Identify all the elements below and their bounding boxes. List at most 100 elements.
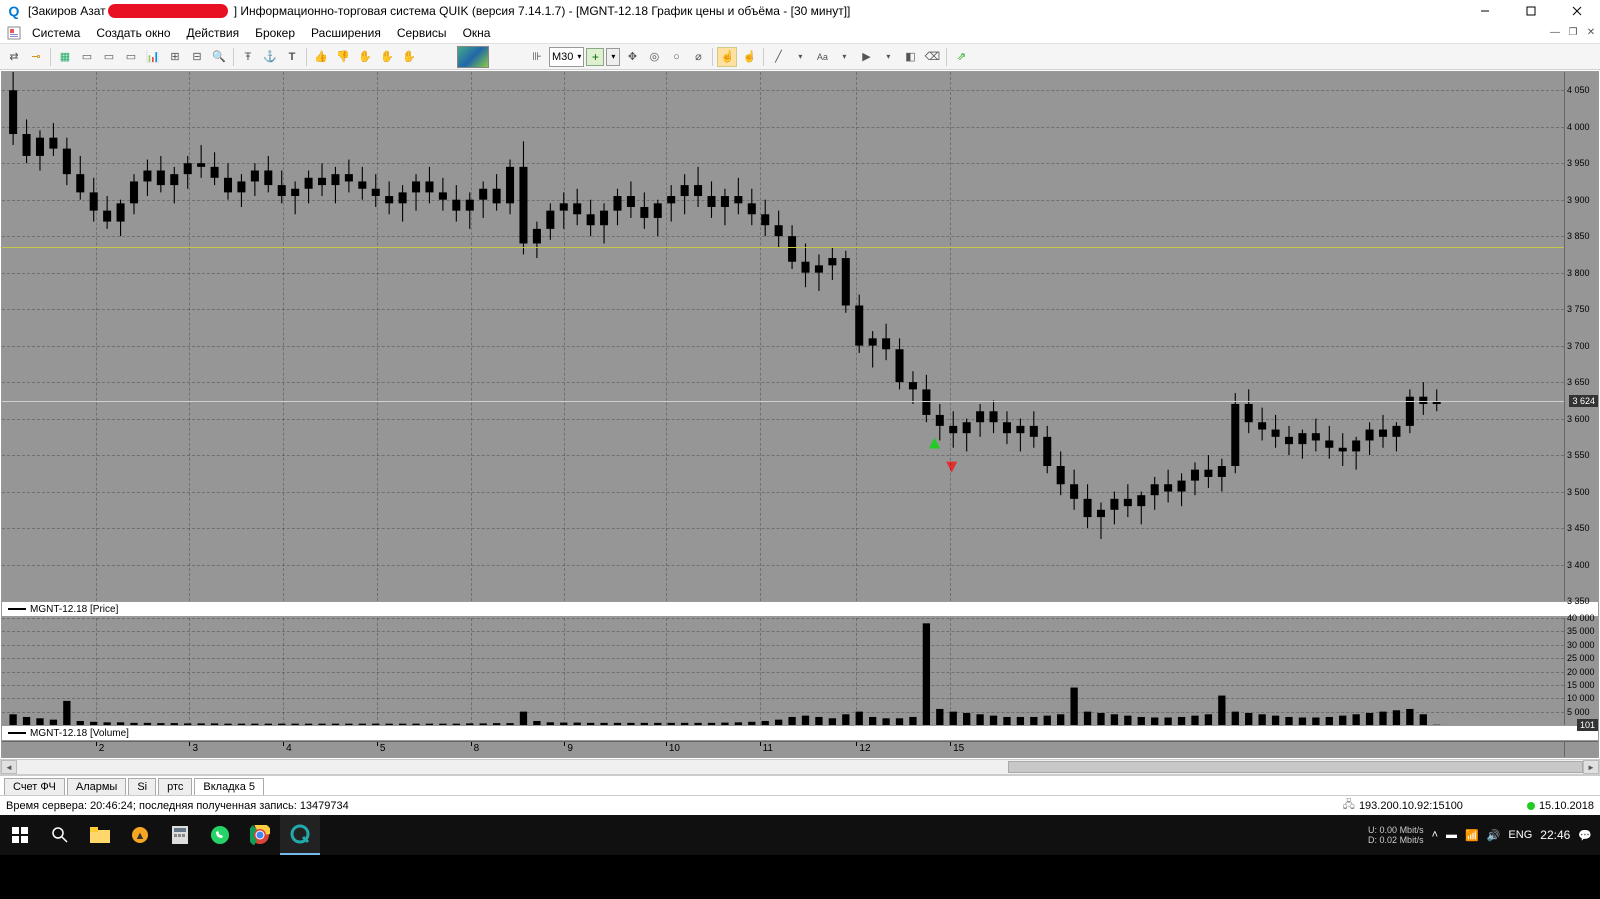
tb-play-icon[interactable]: ▶ <box>856 47 876 67</box>
tb-candle-icon[interactable]: ⊪ <box>527 47 547 67</box>
status-date: 15.10.2018 <box>1539 800 1594 812</box>
tb-picture-icon[interactable] <box>457 46 489 68</box>
start-button[interactable] <box>0 815 40 855</box>
scroll-right-button[interactable]: ► <box>1583 760 1599 774</box>
quik-taskbar-icon[interactable] <box>280 815 320 855</box>
tb-grid2-icon[interactable]: ⊟ <box>187 47 207 67</box>
tb-filter-icon[interactable]: Ŧ <box>238 47 258 67</box>
mdi-minimize-button[interactable]: — <box>1546 24 1564 42</box>
tb-marker2-icon[interactable]: ☝ <box>739 47 759 67</box>
x-axis: 23458910111215 <box>2 741 1598 757</box>
minimize-button[interactable] <box>1462 0 1508 22</box>
tb-text-dd-icon[interactable]: ▾ <box>834 47 854 67</box>
h-scrollbar[interactable]: ◄ ► <box>0 759 1600 775</box>
doc-icon <box>4 23 24 43</box>
tb-thumbdown-icon[interactable]: 👎 <box>333 47 353 67</box>
tray-wifi-icon[interactable]: 📶 <box>1465 829 1479 842</box>
chrome-icon[interactable] <box>240 815 280 855</box>
net-speed: U: 0.00 Mbit/s D: 0.02 Mbit/s <box>1368 825 1424 845</box>
tab-Si[interactable]: Si <box>128 778 156 795</box>
calculator-icon[interactable] <box>160 815 200 855</box>
tb-line-icon[interactable]: ╱ <box>768 47 788 67</box>
tb-grid1-icon[interactable]: ⊞ <box>165 47 185 67</box>
tb-clear-icon[interactable]: ⌫ <box>922 47 942 67</box>
close-button[interactable] <box>1554 0 1600 22</box>
tb-eraser-icon[interactable]: ◧ <box>900 47 920 67</box>
volume-legend: MGNT-12.18 [Volume] <box>2 725 1598 741</box>
tray-lang[interactable]: ENG <box>1508 829 1532 841</box>
maximize-button[interactable] <box>1508 0 1554 22</box>
menu-Система[interactable]: Система <box>24 22 88 44</box>
explorer-icon[interactable] <box>80 815 120 855</box>
app-icon: Q <box>4 1 24 21</box>
tb-key-icon[interactable]: ⊸ <box>26 47 46 67</box>
tb-link-icon[interactable]: ⌀ <box>688 47 708 67</box>
price-pane[interactable]: 3 3503 4003 4503 5003 5503 6003 6503 700… <box>2 72 1598 601</box>
price-legend: MGNT-12.18 [Price] <box>2 601 1598 617</box>
tb-connect-icon[interactable]: ⇄ <box>4 47 24 67</box>
volume-pane[interactable]: 5 00010 00015 00020 00025 00030 00035 00… <box>2 617 1598 725</box>
svg-text:▲: ▲ <box>135 830 146 842</box>
tray-notifications-icon[interactable]: 💬 <box>1578 829 1592 842</box>
system-tray: U: 0.00 Mbit/s D: 0.02 Mbit/s ˄ ▬ 📶 🔊 EN… <box>1368 815 1600 855</box>
menu-Окна[interactable]: Окна <box>455 22 499 44</box>
chart-container: 3 3503 4003 4503 5003 5503 6003 6503 700… <box>1 71 1599 758</box>
status-server-time: Время сервера: 20:46:24; последняя получ… <box>6 800 349 812</box>
tb-anchor-icon[interactable]: ⚓ <box>260 47 280 67</box>
title-user: [Закиров Азат <box>28 4 106 18</box>
tb-hand2-icon[interactable]: ✋ <box>377 47 397 67</box>
tb-crosshair-icon[interactable]: ✥ <box>622 47 642 67</box>
tb-hand3-icon[interactable]: ✋ <box>399 47 419 67</box>
status-dot-icon <box>1527 802 1535 810</box>
tab-Счет ФЧ[interactable]: Счет ФЧ <box>4 778 65 795</box>
title-text: ] Информационно-торговая система QUIK (в… <box>234 4 851 18</box>
tb-marker1-icon[interactable]: ☝ <box>717 47 737 67</box>
tray-clock[interactable]: 22:46 <box>1540 828 1570 842</box>
tb-thumbup-icon[interactable]: 👍 <box>311 47 331 67</box>
volume-y-axis: 5 00010 00015 00020 00025 00030 00035 00… <box>1564 618 1598 725</box>
tb-line-dd-icon[interactable]: ▾ <box>790 47 810 67</box>
tb-play-dd-icon[interactable]: ▾ <box>878 47 898 67</box>
status-bar: Время сервера: 20:46:24; последняя получ… <box>0 795 1600 815</box>
tb-window3-icon[interactable]: ▭ <box>121 47 141 67</box>
toolbar: ⇄ ⊸ ▦ ▭ ▭ ▭ 📊 ⊞ ⊟ 🔍 Ŧ ⚓ T 👍 👎 ✋ ✋ ✋ ⊪ M3… <box>0 44 1600 70</box>
scroll-left-button[interactable]: ◄ <box>1 760 17 774</box>
tab-ртс[interactable]: ртс <box>158 778 192 795</box>
price-y-axis: 3 3503 4003 4503 5003 5503 6003 6503 700… <box>1564 72 1598 601</box>
menu-bar: СистемаСоздать окноДействияБрокерРасшире… <box>0 22 1600 44</box>
net-icon: 🖧 <box>1343 796 1355 815</box>
workspace-tabs: Счет ФЧАлармыSiртсВкладка 5 <box>0 775 1600 795</box>
status-ip: 193.200.10.92:15100 <box>1359 800 1463 812</box>
tb-add-button[interactable]: + <box>586 48 604 66</box>
whatsapp-icon[interactable] <box>200 815 240 855</box>
tb-add-dd-button[interactable]: ▾ <box>606 48 620 66</box>
tb-window1-icon[interactable]: ▭ <box>77 47 97 67</box>
app1-icon[interactable]: ▲ <box>120 815 160 855</box>
tab-Алармы[interactable]: Алармы <box>67 778 126 795</box>
menu-Сервисы[interactable]: Сервисы <box>389 22 455 44</box>
mdi-close-button[interactable]: ✕ <box>1582 24 1600 42</box>
menu-Расширения[interactable]: Расширения <box>303 22 389 44</box>
menu-Действия[interactable]: Действия <box>179 22 248 44</box>
search-button[interactable] <box>40 815 80 855</box>
tb-target-icon[interactable]: ◎ <box>644 47 664 67</box>
tb-indicator-icon[interactable]: ⇗ <box>951 47 971 67</box>
windows-taskbar: ▲ U: 0.00 Mbit/s D: 0.02 Mbit/s ˄ ▬ 📶 🔊 … <box>0 815 1600 855</box>
tb-search-icon[interactable]: 🔍 <box>209 47 229 67</box>
tb-window2-icon[interactable]: ▭ <box>99 47 119 67</box>
timeframe-select[interactable]: M30 ▾ <box>549 47 584 67</box>
menu-Создать окно[interactable]: Создать окно <box>88 22 178 44</box>
scroll-thumb[interactable] <box>1008 761 1583 773</box>
mdi-restore-button[interactable]: ❐ <box>1564 24 1582 42</box>
tb-chart-icon[interactable]: 📊 <box>143 47 163 67</box>
tab-Вкладка 5[interactable]: Вкладка 5 <box>194 778 264 795</box>
menu-Брокер[interactable]: Брокер <box>247 22 303 44</box>
tray-battery-icon[interactable]: ▬ <box>1446 829 1457 841</box>
tb-circle-icon[interactable]: ○ <box>666 47 686 67</box>
tb-text-icon[interactable]: T <box>282 47 302 67</box>
tray-volume-icon[interactable]: 🔊 <box>1487 829 1501 842</box>
tb-textlabel-icon[interactable]: Aa <box>812 47 832 67</box>
tb-hand1-icon[interactable]: ✋ <box>355 47 375 67</box>
tray-up-icon[interactable]: ˄ <box>1432 829 1438 841</box>
tb-table-icon[interactable]: ▦ <box>55 47 75 67</box>
